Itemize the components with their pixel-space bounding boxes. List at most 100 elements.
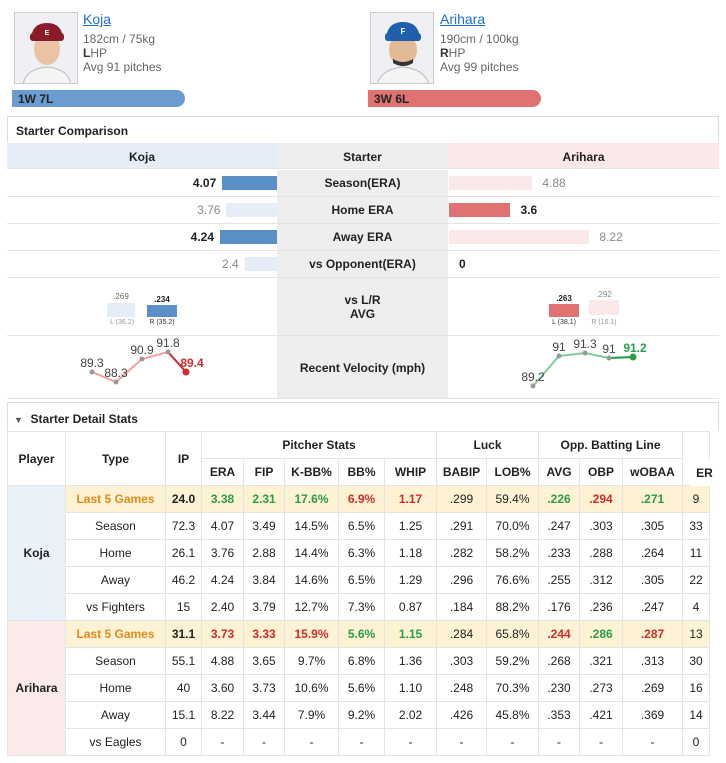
col-type[interactable]: Type: [65, 431, 166, 486]
svg-text:F: F: [401, 27, 406, 36]
velocity-label: 88.3: [104, 366, 128, 380]
stat-cell: .247: [538, 512, 580, 540]
comparison-row-label: Home ERA: [277, 197, 448, 223]
arihara-vs-l-bar: [549, 304, 579, 317]
arihara-height-weight: 190cm / 100kg: [440, 32, 519, 46]
arihara-avatar-icon: F: [371, 13, 433, 83]
velocity-point: [629, 353, 637, 361]
stat-cell: 6.5%: [338, 566, 385, 594]
col-fip[interactable]: FIP: [243, 458, 285, 486]
koja-vs-l-value: .269: [113, 292, 129, 301]
collapse-triangle-icon[interactable]: ▼: [14, 415, 23, 425]
stat-cell: .313: [622, 647, 683, 675]
col-lob[interactable]: LOB%: [486, 458, 539, 486]
stat-cell: .244: [538, 620, 580, 648]
stat-cell: 59.4%: [486, 485, 539, 513]
stat-cell: .294: [579, 485, 623, 513]
stat-cell: 12.7%: [284, 593, 339, 621]
velocity-label: 90.9: [130, 343, 154, 357]
stat-cell: .284: [436, 620, 487, 648]
col-era[interactable]: ERA: [201, 458, 244, 486]
comparison-right-value: 3.6: [520, 203, 538, 217]
stat-cell: .426: [436, 701, 487, 729]
stat-cell: 15: [165, 593, 202, 621]
row-type: Last 5 Games: [65, 485, 166, 513]
stat-cell: .264: [622, 539, 683, 567]
comparison-left-value: 2.4: [222, 257, 239, 271]
detail-stats-table: Player Type IP Pitcher Stats Luck Opp. B…: [7, 431, 710, 756]
koja-photo: E: [14, 12, 78, 84]
stat-cell: 88.2%: [486, 593, 539, 621]
col-obp[interactable]: OBP: [579, 458, 623, 486]
comparison-row: [7, 224, 719, 251]
koja-avatar-icon: E: [15, 13, 77, 83]
table-row: Season 72.3 4.07 3.49 14.5% 6.5% 1.25.291 70.0%…: [8, 512, 710, 540]
table-row: Away 46.2 4.24 3.84 14.6% 6.5% 1.29.296 76.6% .2…: [8, 566, 710, 594]
stat-cell: 14: [682, 701, 710, 729]
comparison-row-label: vs Opponent(ERA): [277, 251, 448, 277]
stat-cell: .176: [538, 593, 580, 621]
detail-stats-section[interactable]: ▼ Starter Detail Stats: [7, 402, 719, 431]
arihara-velocity-points: 89.2 91 91.3 91 91.2: [521, 337, 647, 389]
velocity-point: [582, 350, 588, 356]
player-cell-arihara: Arihara: [7, 620, 66, 756]
stat-cell: 3.79: [243, 593, 285, 621]
koja-vs-l: .269 L (36.2): [106, 292, 136, 328]
col-avg[interactable]: AVG: [538, 458, 580, 486]
arihara-hand-letter: R: [440, 46, 449, 60]
stat-cell: 2.88: [243, 539, 285, 567]
comparison-right-value: 4.88: [542, 176, 566, 190]
arihara-vs-r-bar: [589, 300, 619, 315]
stat-cell: -: [538, 728, 580, 756]
stat-cell: 3.84: [243, 566, 285, 594]
col-er[interactable]: ER: [690, 459, 719, 486]
koja-record-bar: 1W 7L: [12, 90, 185, 107]
stat-cell: 26.1: [165, 539, 202, 567]
comparison-header-left: Koja: [7, 143, 277, 169]
comparison-left-bar: [220, 230, 277, 244]
stat-cell: 4.07: [201, 512, 244, 540]
stat-cell: 59.2%: [486, 647, 539, 675]
col-wobaa[interactable]: wOBAA: [622, 458, 683, 486]
col-kbb[interactable]: K-BB%: [284, 458, 339, 486]
stat-cell: 13: [682, 620, 710, 648]
velocity-label: 91: [552, 340, 566, 354]
stat-cell: .226: [538, 485, 580, 513]
table-row: vs Fighters 15 2.40 3.79 12.7% 7.3% 0.87.184 88…: [8, 593, 710, 621]
col-whip[interactable]: WHIP: [384, 458, 437, 486]
stat-cell: 22: [682, 566, 710, 594]
comparison-right-bar: [449, 203, 511, 217]
starter-comparison-title: Starter Comparison: [16, 124, 129, 138]
stat-cell: 6.3%: [338, 539, 385, 567]
stat-cell: 65.8%: [486, 620, 539, 648]
col-babip[interactable]: BABIP: [436, 458, 487, 486]
koja-velocity-points: 89.388.390.9 91.889.4: [80, 336, 204, 385]
row-type: vs Fighters: [65, 593, 166, 621]
stat-cell: -: [384, 728, 437, 756]
table-row: Home 40 3.60 3.73 10.6% 5.6% 1.10.248 70.3% .230…: [8, 674, 710, 702]
vs-lr-label-line1: vs L/R: [344, 293, 381, 307]
stat-cell: .268: [538, 647, 580, 675]
stat-cell: .299: [436, 485, 487, 513]
stat-cell: .247: [622, 593, 683, 621]
stat-cell: 2.02: [384, 701, 437, 729]
group-luck: Luck: [436, 431, 539, 459]
stat-cell: 5.6%: [338, 674, 385, 702]
stat-cell: 16: [682, 674, 710, 702]
stat-cell: 6.5%: [338, 512, 385, 540]
stat-cell: 1.29: [384, 566, 437, 594]
velocity-point: [530, 383, 536, 389]
stat-cell: .291: [436, 512, 487, 540]
row-type: Home: [65, 674, 166, 702]
stat-cell: 1.25: [384, 512, 437, 540]
col-ip[interactable]: IP: [165, 431, 202, 486]
stat-cell: 72.3: [165, 512, 202, 540]
arihara-name-link[interactable]: Arihara: [440, 11, 486, 27]
stat-cell: 4: [682, 593, 710, 621]
stat-cell: 3.44: [243, 701, 285, 729]
col-bb[interactable]: BB%: [338, 458, 385, 486]
koja-name-link[interactable]: Koja: [83, 11, 112, 27]
comparison-left-value: 4.07: [192, 176, 217, 190]
stat-cell: 3.76: [201, 539, 244, 567]
col-player[interactable]: Player: [7, 431, 66, 486]
